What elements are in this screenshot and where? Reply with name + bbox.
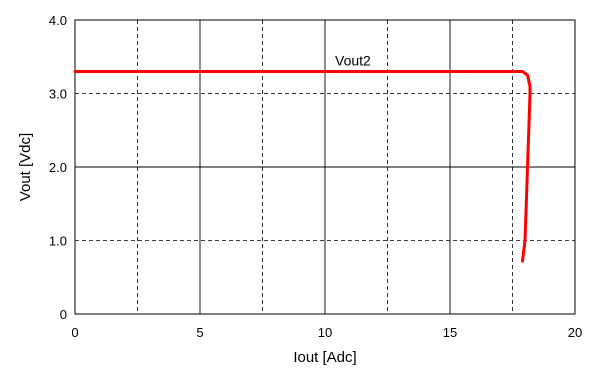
x-axis-label: Iout [Adc] [293, 349, 356, 366]
series-label: Vout2 [335, 52, 371, 68]
x-tick-label: 15 [443, 325, 457, 340]
tick-labels: 0 5 10 15 20 0 1.0 2.0 3.0 4.0 [49, 13, 582, 340]
plot-frame [74, 19, 576, 315]
x-tick-label: 0 [71, 325, 78, 340]
x-tick-label: 20 [568, 325, 582, 340]
y-tick-label: 3.0 [49, 87, 67, 102]
y-axis-label: Vout [Vdc] [17, 133, 34, 201]
y-tick-label: 0 [60, 307, 67, 322]
y-tick-label: 1.0 [49, 234, 67, 249]
series: Vout2 [73, 52, 532, 263]
x-tick-label: 5 [196, 325, 203, 340]
series-line [73, 70, 532, 263]
x-tick-label: 10 [318, 325, 332, 340]
grid [75, 20, 575, 314]
y-tick-label: 2.0 [49, 160, 67, 175]
y-tick-label: 4.0 [49, 13, 67, 28]
